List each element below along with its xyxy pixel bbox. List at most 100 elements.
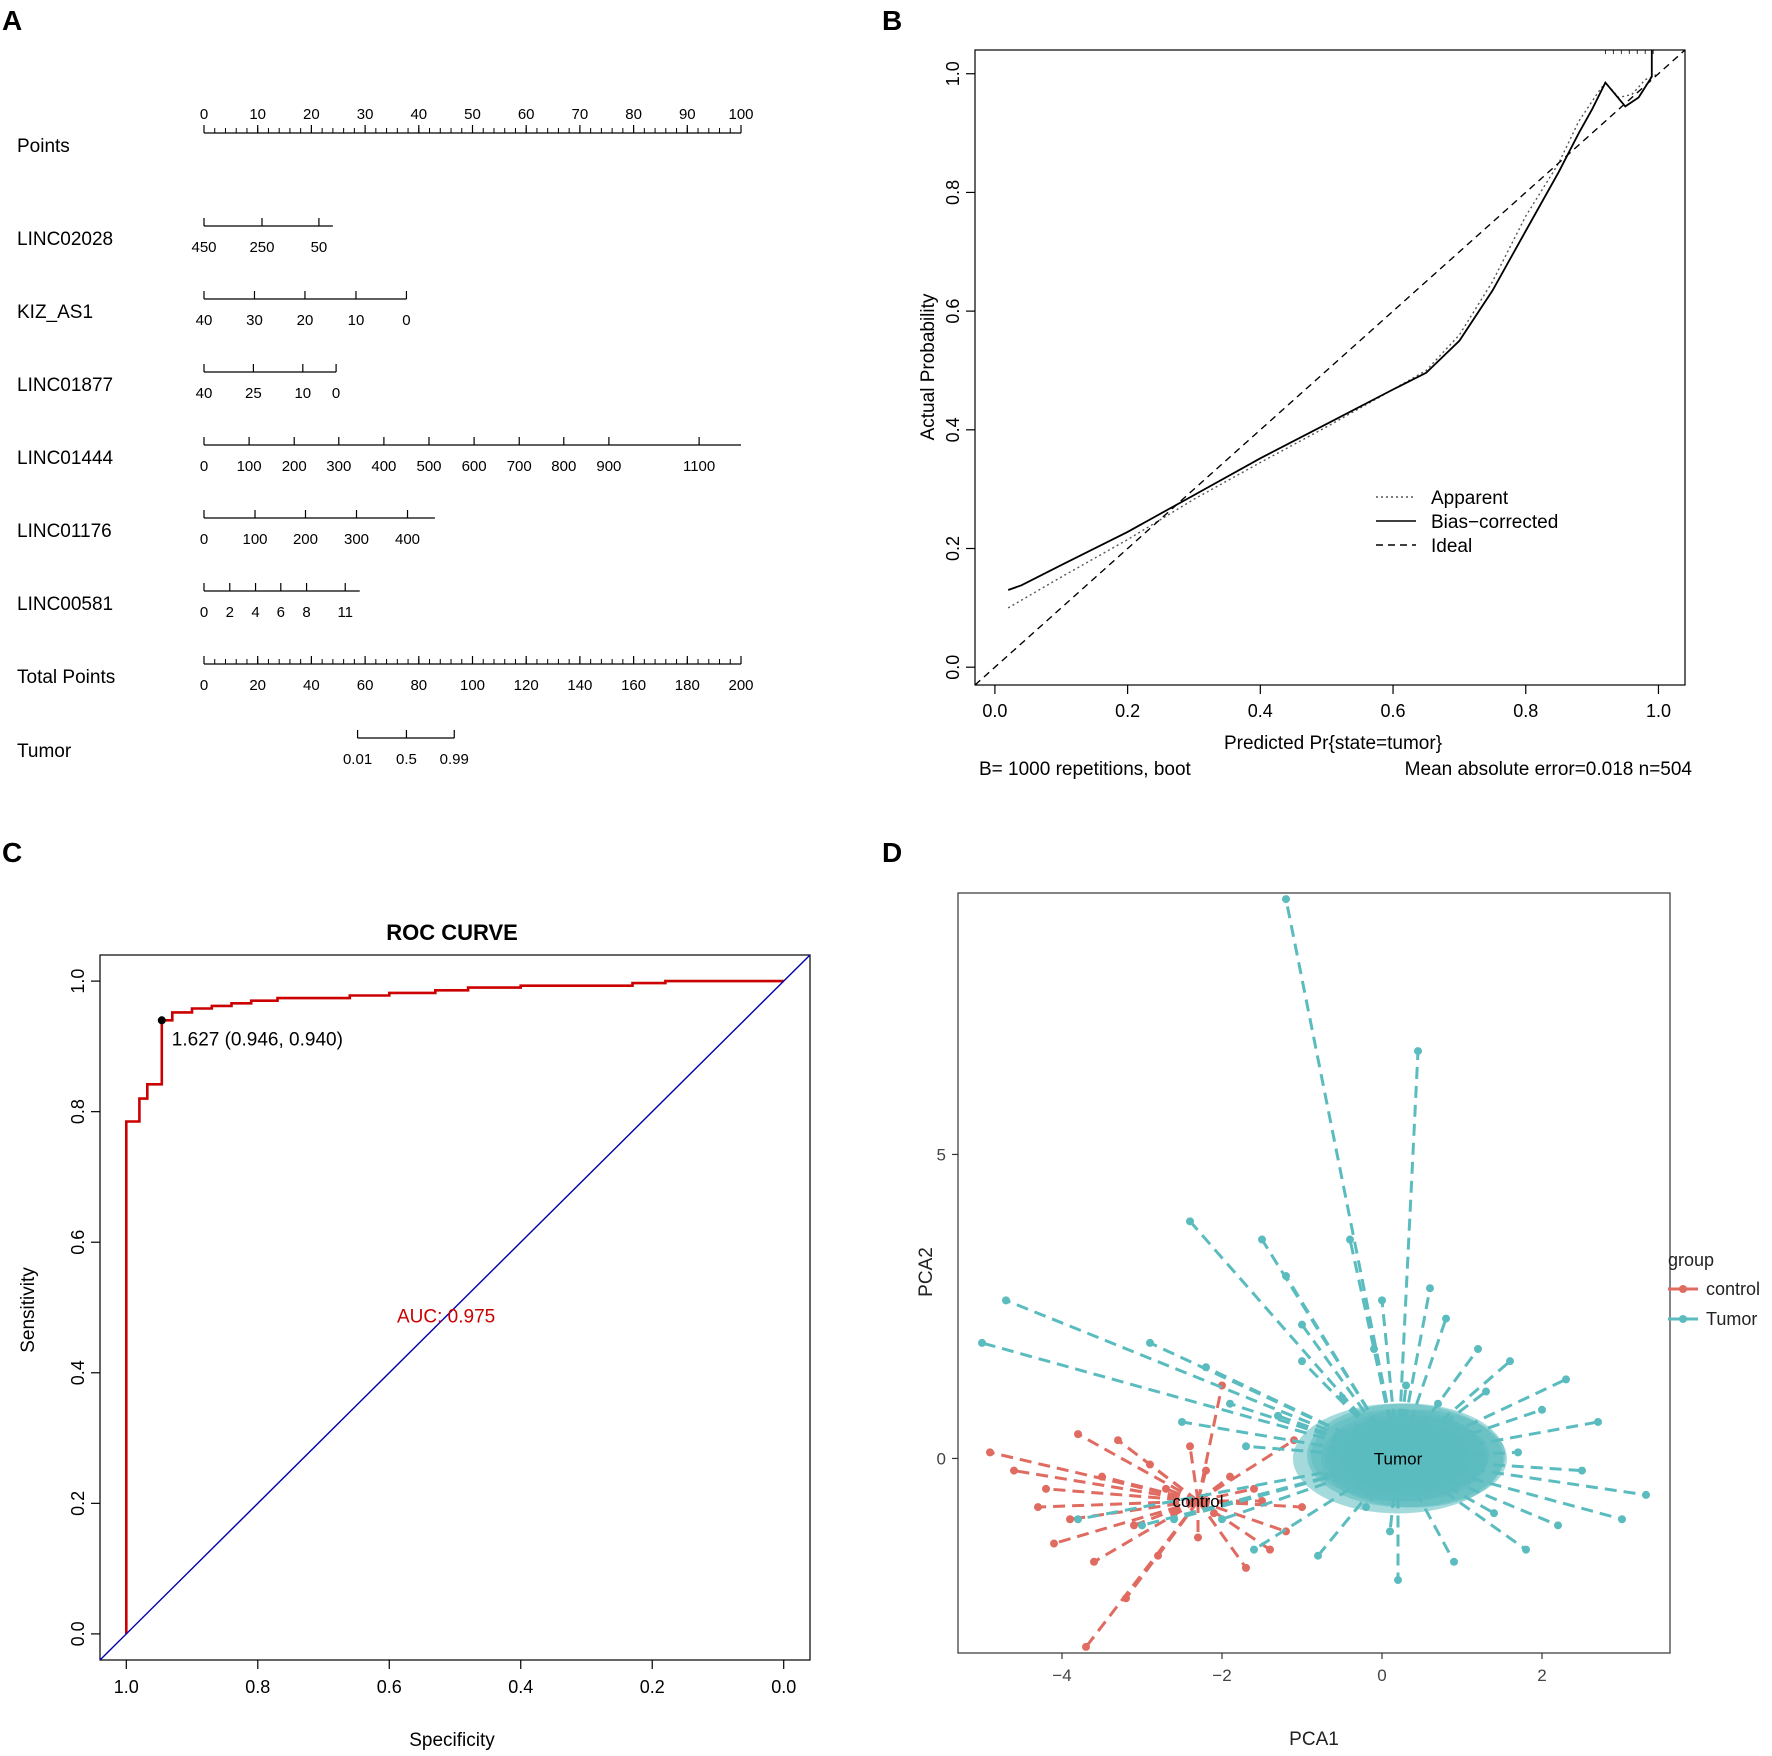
nomogram-tick-label-linc01176: 100 xyxy=(242,531,267,548)
nomogram-row-label-linc02028: LINC02028 xyxy=(17,229,113,250)
nomogram-tick-label-points: 30 xyxy=(357,106,374,123)
nomogram-row-label-linc01877: LINC01877 xyxy=(17,375,113,396)
nomogram-tick-label-linc00581: 6 xyxy=(277,604,285,621)
nomogram-tick-label-kiz-as1: 30 xyxy=(246,312,263,329)
nomogram-tick-label-linc01444: 100 xyxy=(237,458,262,475)
nomogram-row-label-kiz-as1: KIZ_AS1 xyxy=(17,302,93,323)
pca-point-tumor xyxy=(1522,1545,1530,1554)
pca-point-tumor xyxy=(1242,1442,1250,1451)
nomogram-row-label-linc01176: LINC01176 xyxy=(17,521,112,542)
roc-optimal-point xyxy=(157,1016,166,1025)
nomogram-row-label-tumor: Tumor xyxy=(17,741,72,762)
calibration-panel: Predicted Pr{state=tumor} Actual Probabi… xyxy=(918,49,1693,780)
pca-point-control xyxy=(1162,1484,1170,1493)
pca-point-control xyxy=(1130,1521,1138,1530)
calibration-y-tick-label: 1.0 xyxy=(943,61,963,86)
nomogram-tick-label-total-points: 160 xyxy=(621,677,646,694)
calibration-footer-right: Mean absolute error=0.018 n=504 xyxy=(1405,759,1693,780)
pca-point-tumor xyxy=(978,1338,986,1347)
pca-spoke-control xyxy=(989,1450,1199,1503)
pca-spoke-control xyxy=(1101,1475,1199,1503)
pca-point-control xyxy=(1194,1533,1202,1542)
nomogram-tick-label-linc01444: 500 xyxy=(416,458,441,475)
pca-point-control xyxy=(1226,1472,1234,1481)
calibration-footer-left: B= 1000 repetitions, boot xyxy=(979,759,1192,780)
nomogram-tick-label-linc01176: 300 xyxy=(344,531,369,548)
pca-spoke-tumor xyxy=(1005,1298,1399,1460)
pca-spoke-control xyxy=(1077,1432,1199,1503)
calibration-legend-label-bias-corrected: Bias−corrected xyxy=(1431,512,1558,533)
nomogram-tick-label-points: 0 xyxy=(200,106,208,123)
nomogram-tick-label-linc01877: 40 xyxy=(196,385,213,402)
nomogram-tick-label-kiz-as1: 40 xyxy=(196,312,213,329)
pca-point-control xyxy=(1082,1642,1090,1651)
panel-label-d: D xyxy=(882,837,902,868)
pca-spoke-tumor xyxy=(1396,1385,1408,1459)
nomogram-tick-label-linc00581: 2 xyxy=(226,604,234,621)
roc-x-tick-label: 0.0 xyxy=(771,1677,796,1697)
roc-x-tick-label: 0.4 xyxy=(508,1677,533,1697)
pca-point-tumor xyxy=(1490,1509,1498,1518)
nomogram-tick-label-points: 100 xyxy=(728,106,753,123)
pca-point-tumor xyxy=(1618,1515,1626,1524)
pca-point-tumor xyxy=(1274,1411,1282,1420)
pca-point-tumor xyxy=(1578,1466,1586,1475)
pca-point-tumor xyxy=(1370,1345,1378,1353)
nomogram-tick-label-linc02028: 450 xyxy=(191,239,216,256)
nomogram-tick-label-linc01444: 400 xyxy=(371,458,396,475)
calibration-y-tick-label: 0.4 xyxy=(943,417,963,442)
calibration-y-axis-label: Actual Probability xyxy=(918,293,939,440)
pca-legend-dot-tumor xyxy=(1679,1315,1687,1323)
pca-point-control xyxy=(1154,1551,1162,1560)
pca-x-tick-label: 0 xyxy=(1377,1666,1386,1685)
nomogram-tick-label-linc02028: 50 xyxy=(311,239,328,256)
nomogram-tick-label-tumor: 0.99 xyxy=(440,751,469,768)
nomogram-tick-label-total-points: 200 xyxy=(728,677,753,694)
pca-legend-dot-control xyxy=(1679,1285,1687,1293)
pca-point-tumor xyxy=(1562,1375,1570,1384)
calibration-x-tick-label: 0.4 xyxy=(1248,701,1273,721)
nomogram-tick-label-linc01444: 800 xyxy=(551,458,576,475)
pca-point-control xyxy=(1114,1436,1122,1445)
nomogram-tick-label-points: 90 xyxy=(679,106,696,123)
pca-y-tick-label: 0 xyxy=(937,1449,946,1468)
roc-y-tick-label: 0.4 xyxy=(68,1360,88,1385)
calibration-x-tick-label: 1.0 xyxy=(1646,701,1671,721)
calibration-x-tick-label: 0.8 xyxy=(1513,701,1538,721)
pca-point-tumor xyxy=(1258,1235,1266,1244)
calibration-x-tick-label: 0.0 xyxy=(982,701,1007,721)
pca-spoke-tumor xyxy=(1188,1220,1400,1460)
nomogram-tick-label-total-points: 0 xyxy=(200,677,208,694)
pca-point-tumor xyxy=(1298,1320,1306,1329)
pca-plot-frame xyxy=(957,892,1671,1654)
calibration-plot-frame xyxy=(974,49,1686,686)
nomogram-tick-label-total-points: 100 xyxy=(460,677,485,694)
nomogram-tick-label-kiz-as1: 0 xyxy=(402,312,410,329)
roc-y-tick-label: 0.2 xyxy=(68,1491,88,1516)
calibration-y-tick-label: 0.8 xyxy=(943,180,963,205)
roc-x-axis-label: Specificity xyxy=(409,1730,495,1751)
nomogram-tick-label-linc02028: 250 xyxy=(249,239,274,256)
pca-point-tumor xyxy=(1378,1296,1386,1305)
roc-y-tick-label: 0.6 xyxy=(68,1230,88,1255)
roc-auc-label: AUC: 0.975 xyxy=(397,1307,495,1328)
pca-point-tumor xyxy=(1282,1272,1290,1281)
pca-point-tumor xyxy=(1642,1490,1650,1499)
pca-point-tumor xyxy=(1514,1448,1522,1457)
roc-plot-frame xyxy=(99,954,811,1661)
pca-point-control xyxy=(1050,1539,1058,1548)
pca-point-tumor xyxy=(1450,1557,1458,1566)
pca-point-tumor xyxy=(1002,1296,1010,1305)
pca-spoke-control xyxy=(1188,1446,1200,1502)
pca-y-axis-label: PCA2 xyxy=(916,1247,937,1297)
pca-point-tumor xyxy=(1506,1357,1514,1366)
pca-point-tumor xyxy=(1346,1235,1354,1244)
roc-y-tick-label: 0.0 xyxy=(68,1621,88,1646)
nomogram-tick-label-linc01444: 0 xyxy=(200,458,208,475)
roc-x-tick-label: 0.8 xyxy=(245,1677,270,1697)
roc-x-tick-label: 0.2 xyxy=(640,1677,665,1697)
pca-spoke-control xyxy=(1117,1439,1199,1503)
pca-point-tumor xyxy=(1426,1284,1434,1293)
nomogram-tick-label-total-points: 40 xyxy=(303,677,320,694)
